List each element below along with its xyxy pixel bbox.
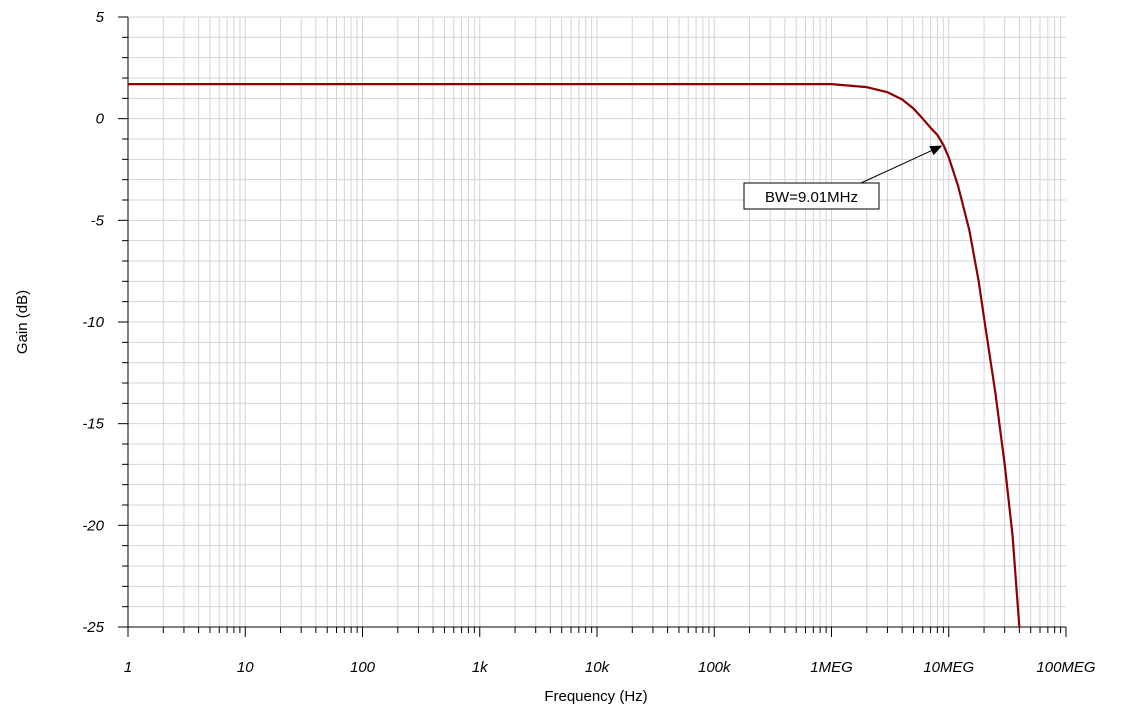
bandwidth-annotation-label: BW=9.01MHz — [765, 189, 858, 206]
y-tick-label: -10 — [82, 314, 104, 331]
y-tick-label: -5 — [91, 212, 105, 229]
y-tick-label: 0 — [96, 111, 105, 128]
y-tick-label: 5 — [96, 9, 105, 26]
grid — [127, 16, 1066, 628]
x-tick-label: 100 — [350, 659, 376, 676]
x-tick-label: 10 — [237, 659, 254, 676]
axes: 1 10 100 1k 10k 100k 1MEG 10MEG 100MEG 5 0 -5 -10 -15… — [82, 9, 1096, 676]
y-axis-label: Gain (dB) — [14, 290, 31, 354]
gain-curve — [128, 82, 1021, 628]
x-tick-label: 1 — [124, 659, 132, 676]
annotation-layer: BW=9.01MHz — [743, 145, 943, 210]
series-layer — [128, 82, 1021, 628]
annotation-arrow — [860, 145, 943, 184]
y-tick-label: -15 — [82, 416, 104, 433]
x-tick-label: 10k — [585, 659, 611, 676]
annotation-box — [743, 182, 880, 210]
x-tick-label: 10MEG — [923, 659, 974, 676]
x-axis-label: Frequency (Hz) — [544, 688, 647, 705]
y-tick-label: -25 — [82, 619, 104, 636]
y-tick-label: -20 — [82, 517, 104, 534]
x-tick-label: 1MEG — [810, 659, 853, 676]
x-tick-label: 1k — [472, 659, 489, 676]
x-tick-label: 100MEG — [1036, 659, 1096, 676]
x-tick-label: 100k — [698, 659, 732, 676]
